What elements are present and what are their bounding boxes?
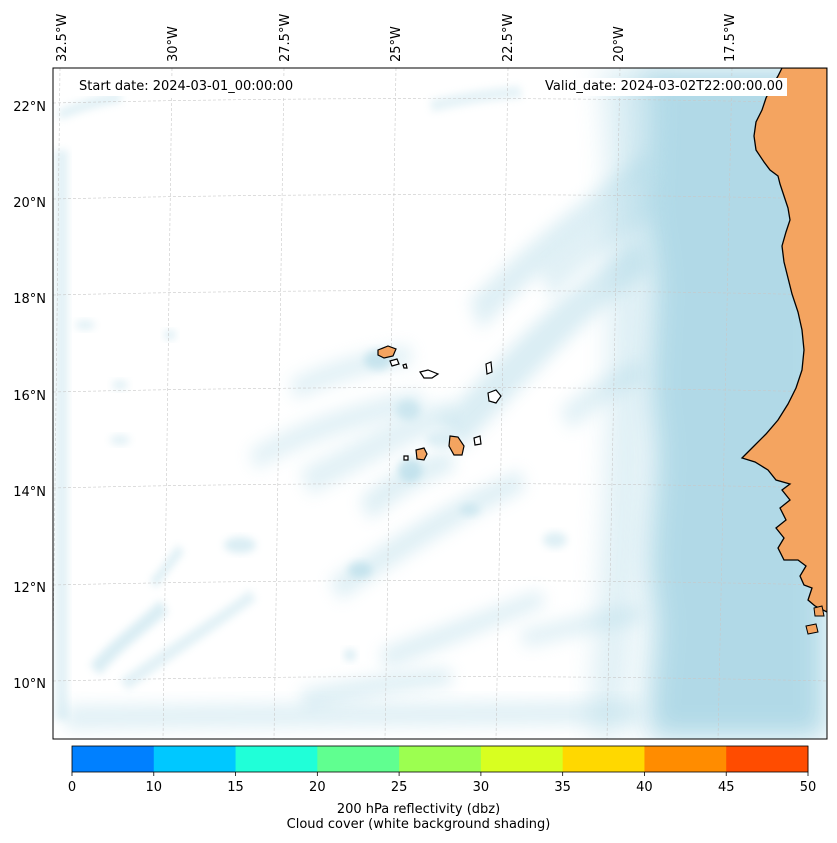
colorbar-frame: [71, 745, 809, 773]
colorbar-label-line1: 200 hPa reflectivity (dbz): [336, 802, 501, 817]
africa-coast-land: [740, 68, 827, 613]
longitude-labels: 32.5°W 30°W 27.5°W 25°W 22.5°W 20°W 17.5…: [55, 14, 738, 62]
colorbar-segment: [480, 746, 564, 772]
colorbar-segment: [399, 746, 482, 772]
colorbar: 0 10 15 20 25 30 35 40 45 50: [68, 745, 817, 795]
lon-label: 27.5°W: [278, 14, 293, 62]
colorbar-label-line2: Cloud cover (white background shading): [286, 817, 551, 832]
bijagos-islands: [805, 605, 825, 635]
lon-label: 25°W: [389, 26, 404, 62]
lon-label: 17.5°W: [723, 14, 738, 62]
colorbar-tick-label: 0: [68, 780, 76, 795]
colorbar-tick-label: 20: [309, 780, 326, 795]
cloud-cover: [55, 68, 827, 739]
colorbar-tick-label: 50: [800, 780, 817, 795]
colorbar-tick-label: 45: [718, 780, 735, 795]
lon-label: 32.5°W: [55, 14, 70, 62]
colorbar-segment: [644, 746, 727, 772]
colorbar-segment: [153, 746, 237, 772]
colorbar-tick-label: 25: [391, 780, 408, 795]
colorbar-tick-label: 30: [473, 780, 490, 795]
colorbar-tick-label: 40: [636, 780, 653, 795]
lat-label: 16°N: [13, 389, 46, 404]
map-frame: [52, 67, 828, 740]
lat-label: 10°N: [13, 677, 46, 692]
colorbar-tick-label: 35: [554, 780, 571, 795]
lat-label: 20°N: [13, 196, 46, 211]
latitude-labels: 22°N 20°N 18°N 16°N 14°N 12°N 10°N: [13, 100, 46, 692]
cape-verde-islands: [377, 345, 502, 461]
start-date-label: Start date: 2024-03-01_00:00:00: [75, 78, 298, 96]
valid-date-label: Valid_date: 2024-03-02T22:00:00.00: [541, 78, 788, 96]
lon-label: 22.5°W: [501, 14, 516, 62]
lat-label: 12°N: [13, 581, 46, 596]
lat-label: 14°N: [13, 485, 46, 500]
lat-label: 22°N: [13, 100, 46, 115]
colorbar-segment: [235, 746, 318, 772]
colorbar-tick-label: 15: [227, 780, 244, 795]
colorbar-title: 200 hPa reflectivity (dbz) Cloud cover (…: [0, 802, 837, 832]
lat-label: 18°N: [13, 292, 46, 307]
lon-label: 20°W: [612, 26, 627, 62]
gridlines: [53, 68, 827, 739]
colorbar-segment: [726, 746, 809, 772]
colorbar-segment: [562, 746, 645, 772]
colorbar-segment: [72, 746, 155, 772]
colorbar-segment: [317, 746, 400, 772]
colorbar-tick-label: 10: [146, 780, 163, 795]
lon-label: 30°W: [166, 26, 181, 62]
